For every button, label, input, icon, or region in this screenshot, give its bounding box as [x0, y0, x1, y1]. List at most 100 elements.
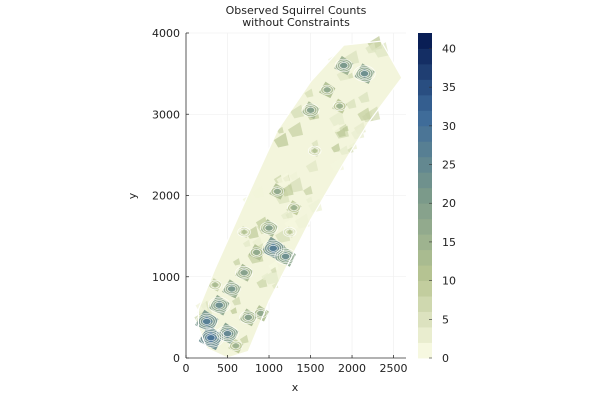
colorbar-bands: [418, 33, 432, 359]
colorbar-ticks: 0 5 10 15 20 25 30 35 40: [429, 42, 456, 365]
contour-line: [220, 328, 235, 339]
contour-line: [266, 243, 280, 254]
x-tick-label: 1500: [297, 362, 325, 375]
count-cell: [342, 125, 349, 132]
contour-line: [322, 86, 332, 94]
count-cell: [276, 172, 291, 187]
contour-line: [256, 309, 266, 317]
colorbar-band: [418, 172, 432, 189]
chart-title-line-1: Observed Squirrel Counts: [226, 4, 367, 17]
high-count-core: [290, 203, 298, 212]
colorbar-band: [418, 33, 432, 49]
count-cell: [268, 260, 279, 272]
contour-line: [276, 249, 295, 264]
colorbar-band: [418, 79, 432, 96]
count-cell: [365, 42, 377, 54]
contour-line: [303, 105, 318, 116]
count-cell: [347, 146, 354, 154]
colorbar-tick-label: 0: [442, 352, 449, 365]
contour-line: [243, 313, 253, 321]
colorbar-band: [418, 110, 432, 127]
colorbar-tick-label: 40: [442, 42, 456, 55]
contour-line: [218, 326, 237, 341]
contour-line: [208, 296, 231, 314]
contour-line: [335, 102, 345, 110]
high-count-core: [241, 229, 248, 235]
y-tick-label: 1000: [152, 271, 180, 284]
contour-line: [339, 62, 349, 69]
count-cell: [245, 226, 259, 239]
colorbar-band: [418, 156, 432, 173]
high-count-core: [306, 105, 315, 115]
contour-line: [239, 269, 249, 277]
contour-line: [264, 224, 274, 232]
count-cell: [284, 216, 298, 231]
contour-line: [272, 187, 282, 195]
high-count-core: [265, 223, 274, 233]
survey-region: [198, 41, 402, 358]
x-tick-label: 2500: [380, 362, 408, 375]
colorbar-band: [418, 203, 432, 220]
count-cell: [289, 171, 299, 180]
count-cell: [304, 88, 314, 98]
colorbar-tick-label: 35: [442, 81, 456, 94]
contour-line: [264, 241, 283, 255]
y-tick-label: 3000: [152, 108, 180, 121]
colorbar-tick-label: 25: [442, 159, 456, 172]
high-count-core: [232, 342, 240, 350]
count-cell: [328, 55, 337, 64]
count-cell: [220, 342, 227, 349]
count-cell: [252, 236, 263, 247]
contour-line: [229, 340, 243, 351]
contour-line: [216, 325, 239, 342]
contour-lines: [195, 40, 403, 358]
high-count-core: [240, 268, 249, 277]
contour-line: [310, 147, 320, 155]
contour-line: [227, 285, 237, 293]
high-count-core: [311, 147, 318, 154]
region-contour: [197, 40, 403, 358]
colorbar-band: [418, 327, 432, 343]
contour-line: [202, 317, 212, 325]
contour-line: [200, 316, 214, 327]
contour-line: [301, 103, 320, 117]
contour-line: [305, 106, 316, 114]
y-axis-label: y: [126, 192, 139, 199]
contour-line: [241, 312, 256, 323]
colorbar-band: [418, 218, 432, 235]
plot-area: 0 500 1000 1500 2000 2500 0 1000 2000 3000 4000: [152, 27, 408, 375]
x-axis-ticks: 0 500 1000 1500 2000 2500: [183, 355, 408, 375]
contour-line: [199, 329, 223, 346]
colorbar-band: [418, 280, 432, 297]
y-axis-ticks: 0 1000 2000 3000 4000: [152, 27, 189, 365]
count-cell: [231, 296, 241, 306]
contour-line: [287, 202, 301, 213]
count-cell: [308, 198, 323, 213]
count-cell: [252, 186, 265, 199]
high-count-core: [323, 85, 332, 94]
contour-line: [253, 308, 268, 319]
y-tick-label: 4000: [152, 27, 180, 40]
contour-line: [214, 301, 224, 309]
contour-line: [237, 227, 251, 238]
high-count-core: [287, 229, 293, 235]
count-cell: [305, 160, 319, 173]
high-count-core: [244, 312, 253, 322]
x-tick-label: 0: [183, 362, 190, 375]
contour-line: [222, 330, 233, 338]
colorbar-tick-label: 20: [442, 197, 456, 210]
count-cell: [311, 139, 319, 147]
colorbar: 0 5 10 15 20 25 30 35 40: [418, 33, 456, 365]
count-cell: [329, 110, 345, 127]
contour-line: [359, 70, 370, 78]
colorbar-band: [418, 63, 432, 80]
contour-line: [224, 283, 239, 294]
count-cell: [239, 334, 249, 344]
contour-line: [222, 282, 241, 296]
count-cell: [306, 196, 313, 203]
count-cell: [345, 98, 357, 109]
count-cell: [290, 104, 304, 119]
count-cell: [273, 132, 289, 148]
count-cell: [338, 145, 349, 156]
count-cell: [331, 123, 341, 133]
